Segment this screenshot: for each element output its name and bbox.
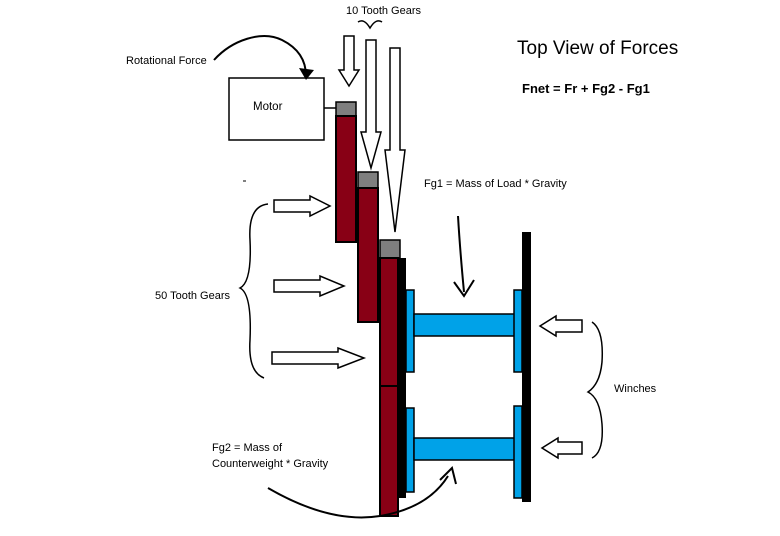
fg2-label-line2: Counterweight * Gravity <box>212 458 329 470</box>
top-gears-label: 10 Tooth Gears <box>346 5 422 17</box>
motor-label: Motor <box>253 101 283 113</box>
big-gears-arrows <box>271 194 367 370</box>
big-gears-label: 50 Tooth Gears <box>155 290 231 302</box>
fg1-arrow <box>453 215 475 298</box>
axle-bar <box>398 258 406 498</box>
winch-assembly <box>405 232 531 502</box>
gear-train <box>335 101 406 517</box>
rotational-force-arrow <box>213 35 314 80</box>
winch-arrows <box>538 314 583 460</box>
rotational-force-label: Rotational Force <box>126 55 207 67</box>
winches-label: Winches <box>614 383 657 395</box>
large-gear <box>379 257 399 387</box>
pinion-gear <box>357 171 379 189</box>
large-gear <box>379 385 399 517</box>
big-gears-bracket <box>238 203 269 379</box>
diagram-title: Top View of Forces <box>517 38 678 59</box>
fg2-label-line1: Fg2 = Mass of <box>212 442 283 454</box>
motor-box: Motor <box>228 77 325 141</box>
pinion-gear <box>335 101 357 117</box>
pinion-gear <box>379 239 401 259</box>
top-down-arrows <box>337 20 406 233</box>
fg1-label: Fg1 = Mass of Load * Gravity <box>424 178 567 190</box>
force-equation: Fnet = Fr + Fg2 - Fg1 <box>522 81 650 96</box>
fg2-arrow <box>267 466 457 519</box>
large-gear <box>357 187 379 323</box>
large-gear <box>335 115 357 243</box>
winches-bracket <box>586 321 604 459</box>
